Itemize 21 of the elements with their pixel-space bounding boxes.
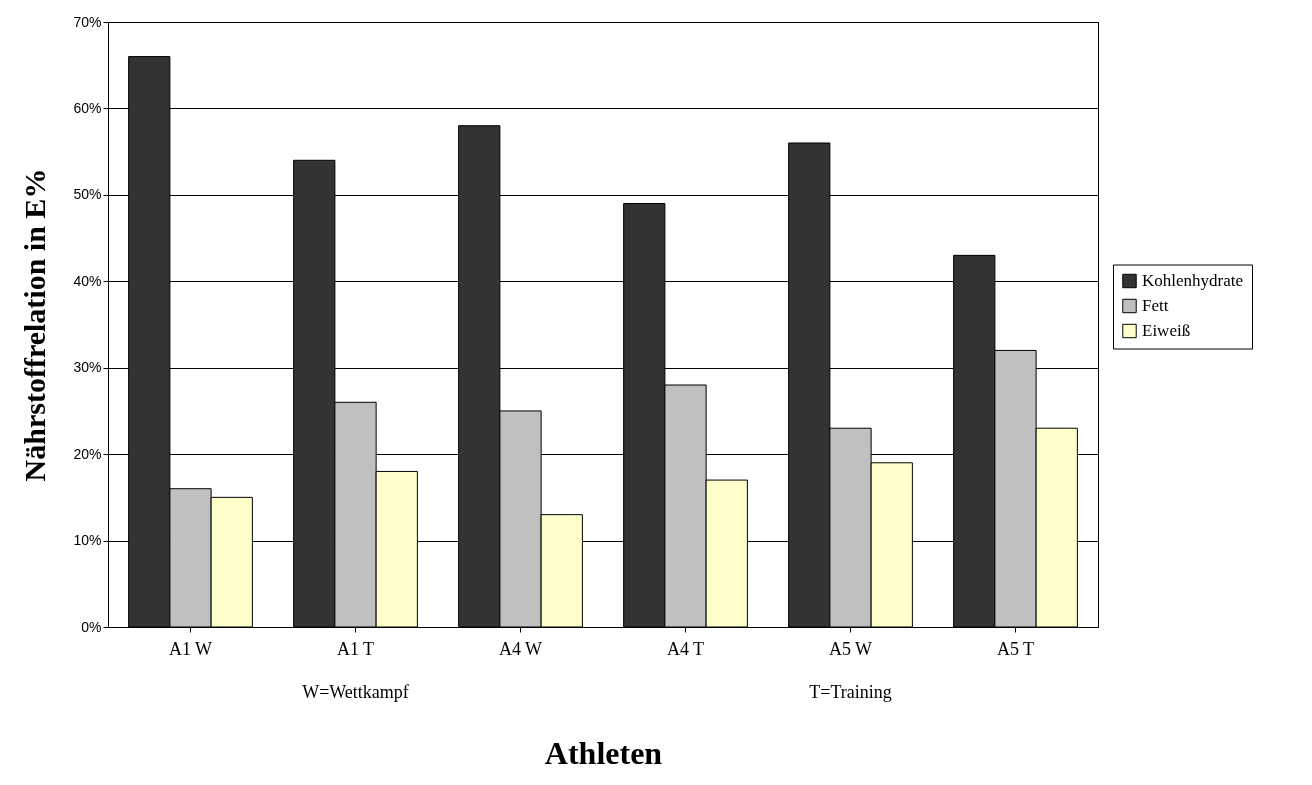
x-tick-label: A4 T xyxy=(666,638,705,659)
y-axis-title: Nährstoffrelation in E% xyxy=(18,168,52,482)
x-tick-label: A5 T xyxy=(996,638,1035,659)
x-tick-label: A4 W xyxy=(498,638,543,659)
legend-label: Kohlenhydrate xyxy=(1142,271,1244,290)
y-tick-label: 50% xyxy=(73,186,102,203)
x-axis-title: Athleten xyxy=(544,734,663,771)
y-tick-label: 60% xyxy=(73,99,102,116)
y-tick-label: 30% xyxy=(73,359,102,376)
legend-label: Eiweiß xyxy=(1142,321,1191,340)
y-tick-label: 20% xyxy=(73,445,102,462)
y-tick-label: 70% xyxy=(73,13,102,30)
text: T=Training xyxy=(809,682,892,702)
x-tick-label: A5 W xyxy=(828,638,873,659)
legend-label: Fett xyxy=(1142,296,1169,315)
x-tick-label: A1 T xyxy=(336,638,375,659)
x-tick-label: A1 W xyxy=(168,638,213,659)
text: W=Wettkampf xyxy=(302,682,409,702)
y-tick-label: 0% xyxy=(81,618,102,635)
y-tick-label: 10% xyxy=(73,532,102,549)
y-tick-label: 40% xyxy=(73,272,102,289)
